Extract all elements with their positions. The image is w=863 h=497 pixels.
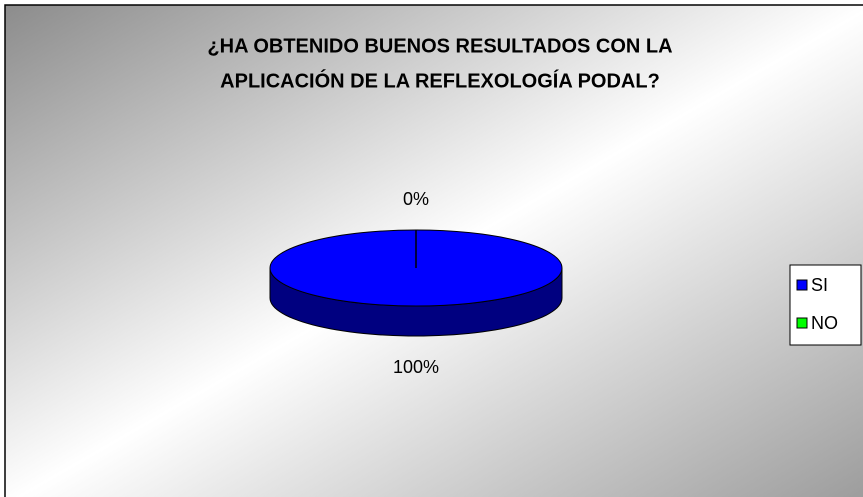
legend-label: SI <box>811 275 828 295</box>
data-label: 100% <box>393 357 439 377</box>
legend-label: NO <box>811 313 838 333</box>
legend <box>789 264 862 346</box>
legend-swatch <box>796 317 808 329</box>
data-label: 0% <box>403 189 429 209</box>
chart-title: APLICACIÓN DE LA REFLEXOLOGÍA PODAL? <box>220 68 660 92</box>
legend-swatch <box>796 279 808 291</box>
chart-title: ¿HA OBTENIDO BUENOS RESULTADOS CON LA <box>207 35 672 57</box>
